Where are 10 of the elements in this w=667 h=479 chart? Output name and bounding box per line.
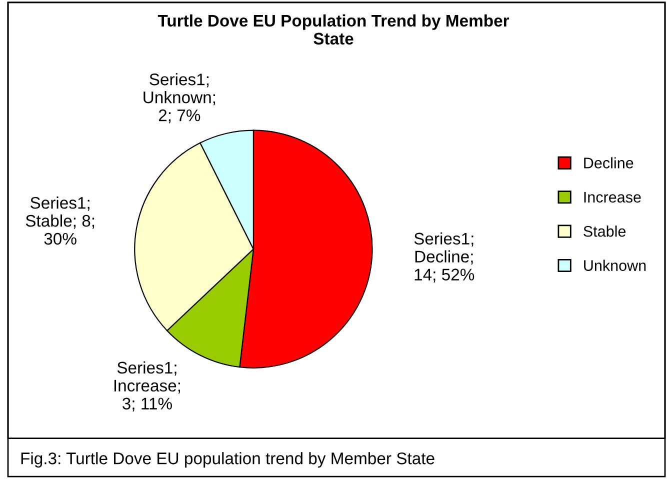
caption: Fig.3: Turtle Dove EU population trend by Member State (21, 452, 434, 468)
data-label: Series1; Increase; 3; 11% (114, 361, 180, 412)
data-label: Series1; Unknown; 2; 7% (144, 73, 215, 124)
legend-label: Increase (584, 192, 641, 203)
legend-label: Decline (584, 157, 634, 168)
data-label: Series1; Decline; 14; 52% (414, 232, 474, 282)
legend-label: Stable (584, 226, 626, 237)
chart-title: Turtle Dove EU Population Trend by Member State (158, 14, 510, 45)
data-label: Series1; Stable; 8; 30% (26, 196, 94, 245)
legend-label: Unknown (584, 260, 646, 271)
